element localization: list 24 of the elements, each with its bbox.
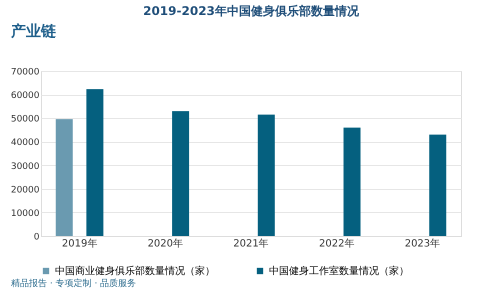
bar — [429, 134, 446, 236]
y-tick-label: 30000 — [10, 162, 40, 172]
bar — [86, 89, 104, 236]
text: 产业链 — [10, 22, 57, 40]
legend-label: 中国商业健身俱乐部数量情况（家） — [55, 265, 215, 277]
y-tick-label: 50000 — [10, 114, 40, 125]
y-tick-label: 40000 — [10, 138, 40, 148]
bar — [172, 111, 190, 236]
y-tick-label: 10000 — [10, 208, 40, 219]
text: 精品报告 · 专项定制 · 品质服务 — [11, 278, 136, 289]
chart-title: 2019-2023年中国健身俱乐部数量情况 — [143, 4, 360, 18]
y-tick-label: 60000 — [10, 91, 40, 102]
legend-label: 中国健身工作室数量情况（家） — [269, 265, 409, 277]
x-tick-label: 2019年 — [62, 238, 98, 250]
bar — [56, 119, 73, 236]
x-tick-label: 2022年 — [318, 238, 354, 250]
y-tick-label: 0 — [34, 232, 40, 242]
bar — [258, 114, 275, 236]
y-tick-label: 70000 — [10, 68, 40, 78]
y-tick-label: 20000 — [10, 185, 40, 196]
x-tick-label: 2023年 — [404, 238, 440, 250]
x-tick-label: 2020年 — [148, 238, 184, 250]
bar — [344, 128, 361, 236]
x-tick-label: 2021年 — [233, 238, 269, 250]
